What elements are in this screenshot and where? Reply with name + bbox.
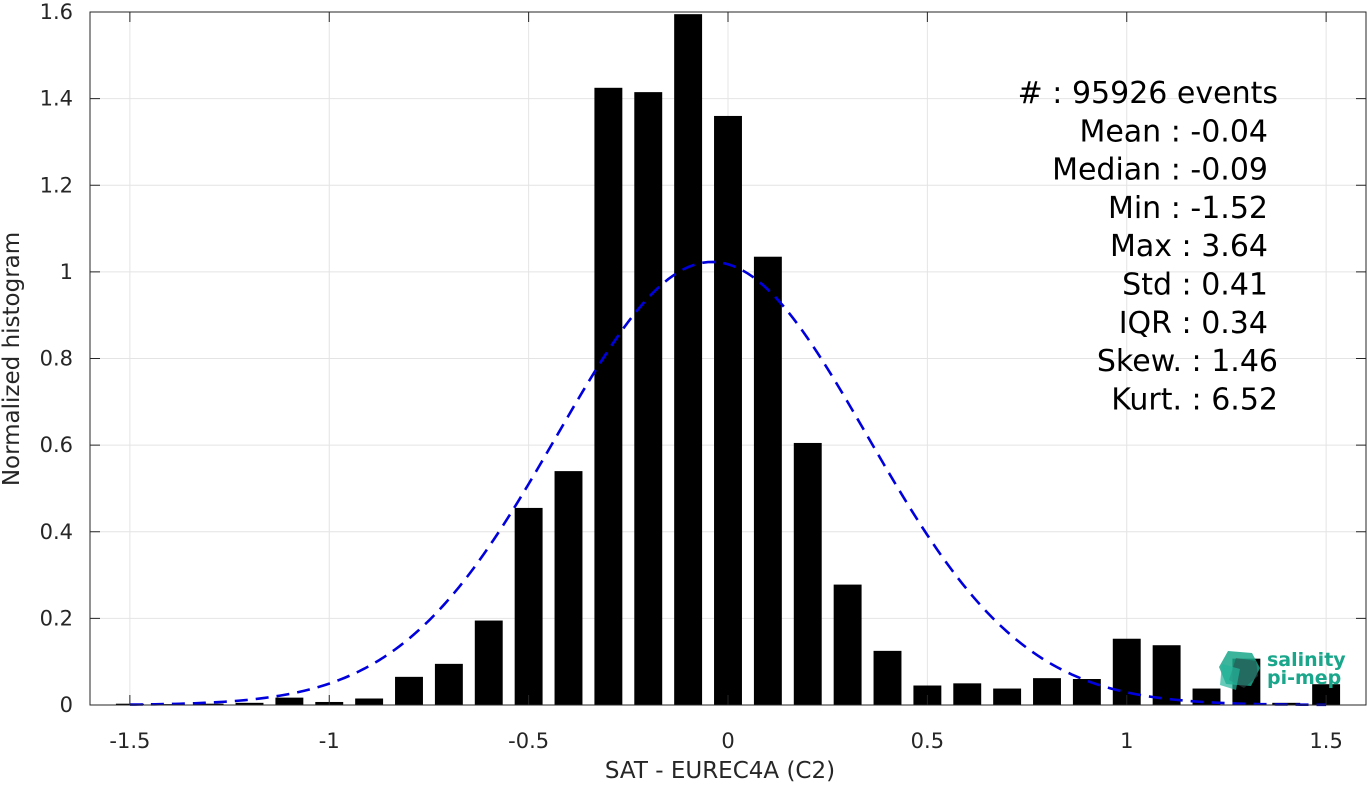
histogram-bar (993, 688, 1022, 705)
y-axis-label: Normalized histogram (0, 232, 25, 486)
y-tick-label: 1.2 (40, 173, 73, 197)
y-tick-label: 0.2 (40, 606, 73, 630)
histogram-bar (714, 115, 742, 705)
histogram-bar (634, 92, 663, 706)
logo-line2: pi-mep (1267, 667, 1341, 689)
histogram-bar (833, 584, 862, 705)
stat-line: Min : -1.52 (1108, 191, 1268, 226)
x-tick-label: 1.5 (1309, 729, 1342, 753)
x-tick-label: 0 (721, 729, 734, 753)
x-tick-label: 1 (1120, 729, 1133, 753)
x-tick-label: -0.5 (508, 729, 549, 753)
histogram-bar (594, 87, 623, 705)
x-tick-label: 0.5 (911, 729, 944, 753)
histogram-bar (395, 676, 423, 705)
histogram-bar (275, 697, 304, 705)
stat-line: Std : 0.41 (1122, 268, 1268, 303)
y-tick-label: 1 (60, 260, 73, 284)
stat-line: Median : -0.09 (1052, 153, 1268, 188)
histogram-bar (674, 14, 703, 705)
y-tick-label: 0.4 (40, 520, 73, 544)
stat-line: Max : 3.64 (1110, 229, 1268, 264)
y-tick-label: 1.4 (40, 87, 73, 111)
histogram-bar (1033, 678, 1061, 705)
histogram-bar (793, 442, 822, 705)
axis-ticks: -1.5 -1 -0.5 0 0.5 1 1.5 0 0.2 0.4 0.6 0.8 1 1.2 1.4 1.… (40, 0, 1366, 753)
stat-line: Mean : -0.04 (1079, 114, 1268, 149)
y-tick-label: 0 (60, 693, 73, 717)
salinity-pimep-logo: salinity pi-mep (1219, 649, 1346, 690)
stat-line: # : 95926 events (1018, 76, 1278, 111)
histogram-bar (355, 698, 384, 705)
histogram-bar (474, 620, 503, 705)
stat-line: Skew. : 1.46 (1097, 344, 1278, 379)
histogram-bar (195, 703, 224, 705)
logo-line1: salinity (1267, 649, 1346, 671)
histogram-bar (235, 702, 264, 705)
histogram-bar (514, 507, 543, 705)
histogram-bars (115, 14, 1341, 706)
x-tick-label: -1 (319, 729, 340, 753)
stat-line: IQR : 0.34 (1119, 306, 1268, 341)
x-tick-label: -1.5 (109, 729, 150, 753)
histogram-bar (434, 663, 463, 705)
y-tick-label: 0.8 (40, 347, 73, 371)
stat-line: Kurt. : 6.52 (1111, 382, 1278, 417)
y-tick-label: 0.6 (40, 433, 73, 457)
y-tick-label: 1.6 (40, 0, 73, 24)
histogram-bar (554, 471, 583, 705)
x-axis-label: SAT - EUREC4A (C2) (605, 758, 835, 784)
histogram-bar (1152, 645, 1181, 705)
histogram-bar (1312, 684, 1341, 705)
histogram-bar (873, 650, 902, 705)
histogram-bar (953, 683, 982, 705)
gaussian-fit-curve (129, 260, 1327, 707)
histogram-bar (753, 256, 782, 705)
